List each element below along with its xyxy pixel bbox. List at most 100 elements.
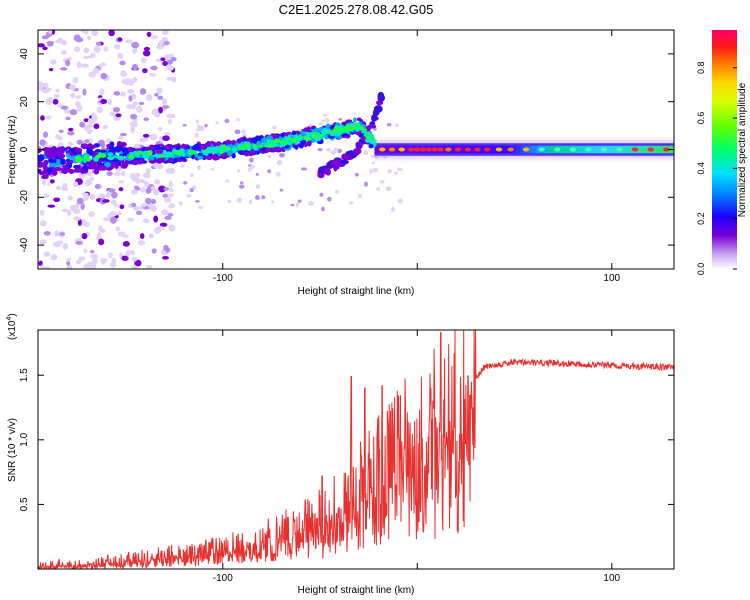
noise-speckle	[95, 41, 102, 46]
noise-speckle	[131, 265, 139, 269]
noise-speckle	[92, 67, 100, 75]
band-core	[303, 135, 309, 140]
y-tick-label: 1.0	[19, 432, 30, 446]
noise-speckle	[85, 180, 91, 187]
noise-speckle	[136, 210, 143, 216]
noise-speckle	[170, 56, 177, 62]
noise-speckle	[40, 115, 45, 121]
noise-speckle	[94, 183, 101, 189]
band-blob	[87, 143, 93, 149]
noise-speckle	[248, 199, 253, 205]
snr-multiplier-exponent: 4	[6, 317, 13, 321]
noise-speckle	[169, 113, 176, 119]
band-blob	[283, 132, 289, 137]
noise-speckle	[53, 197, 61, 203]
noise-speckle	[272, 125, 277, 130]
noise-speckle	[157, 95, 164, 100]
noise-speckle	[127, 89, 135, 95]
noise-speckle	[83, 47, 90, 54]
noise-speckle	[165, 168, 172, 174]
spectrogram-panel: -100 100 -40 -20 0 20 40 Height of straight li…	[7, 29, 675, 297]
noise-speckle	[167, 213, 174, 217]
noise-speckle	[168, 224, 176, 232]
band-core	[246, 147, 252, 151]
band-blob	[360, 136, 367, 140]
noise-speckle	[166, 64, 175, 71]
noise-speckle	[161, 105, 170, 109]
band-core	[288, 137, 295, 141]
noise-speckle	[142, 68, 148, 74]
band-blob	[336, 134, 342, 139]
noise-speckle	[161, 30, 169, 36]
noise-speckle	[46, 96, 54, 104]
noise-speckle	[121, 255, 129, 261]
noise-speckle	[131, 202, 137, 208]
band-blob	[88, 149, 95, 156]
noise-speckle	[337, 148, 342, 154]
band-core	[128, 154, 135, 160]
noise-speckle	[42, 46, 48, 51]
noise-speckle	[58, 129, 64, 133]
noise-speckle	[89, 265, 95, 269]
noise-speckle	[114, 204, 119, 208]
noise-speckle	[102, 124, 108, 130]
noise-speckle	[81, 192, 89, 197]
noise-speckle	[102, 217, 111, 222]
noise-speckle	[86, 35, 92, 41]
band-core	[82, 158, 87, 164]
noise-speckle	[371, 161, 376, 165]
band-blob	[353, 117, 357, 123]
band-hotspot	[554, 147, 561, 152]
noise-speckle	[49, 68, 54, 72]
noise-speckle	[145, 264, 153, 269]
band-blob	[87, 165, 96, 170]
band-hotspot	[600, 147, 608, 152]
noise-speckle	[109, 210, 118, 217]
spectrogram-xlabel: Height of straight line (km)	[298, 286, 415, 297]
branch-blob	[340, 159, 349, 165]
band-hotspot	[414, 147, 421, 152]
branch-blob	[319, 166, 325, 174]
noise-speckle	[169, 188, 174, 192]
noise-speckle	[106, 171, 113, 177]
noise-speckle	[38, 43, 45, 48]
noise-speckle	[117, 37, 123, 42]
band-blob	[114, 163, 119, 169]
branch-blob	[377, 91, 385, 100]
noise-speckle	[131, 41, 140, 49]
noise-speckle	[105, 138, 112, 144]
noise-speckle	[140, 57, 147, 64]
band-blob	[119, 141, 127, 148]
x-tick-label: 100	[603, 573, 620, 584]
noise-speckle	[270, 200, 275, 204]
noise-speckle	[156, 226, 165, 231]
band-core	[359, 125, 364, 130]
band-blob	[300, 130, 306, 135]
branch-blob	[371, 114, 378, 122]
noise-speckle	[279, 152, 285, 158]
band-core	[175, 151, 180, 155]
band-core	[225, 147, 232, 151]
band-blob	[55, 161, 62, 166]
noise-speckle	[41, 88, 50, 94]
band-blob	[99, 149, 107, 153]
band-blob	[243, 151, 249, 155]
noise-speckle	[81, 30, 89, 34]
x-tick-label: -100	[213, 273, 233, 284]
noise-speckle	[129, 121, 138, 128]
noise-speckle	[393, 171, 399, 175]
spectrogram-ylabel: Frequency (Hz)	[7, 116, 18, 185]
noise-speckle	[47, 43, 54, 47]
noise-speckle	[75, 259, 82, 265]
noise-speckle	[119, 60, 126, 66]
noise-speckle	[67, 131, 75, 136]
band-blob	[155, 148, 164, 155]
noise-speckle	[69, 109, 78, 116]
noise-speckle	[236, 169, 241, 173]
colorbar-tick-label: 0.2	[696, 212, 706, 225]
noise-speckle	[158, 40, 163, 47]
noise-speckle	[150, 35, 158, 40]
band-hotspot	[663, 147, 670, 152]
band-blob	[145, 146, 153, 152]
spectrogram-marks	[38, 30, 674, 269]
